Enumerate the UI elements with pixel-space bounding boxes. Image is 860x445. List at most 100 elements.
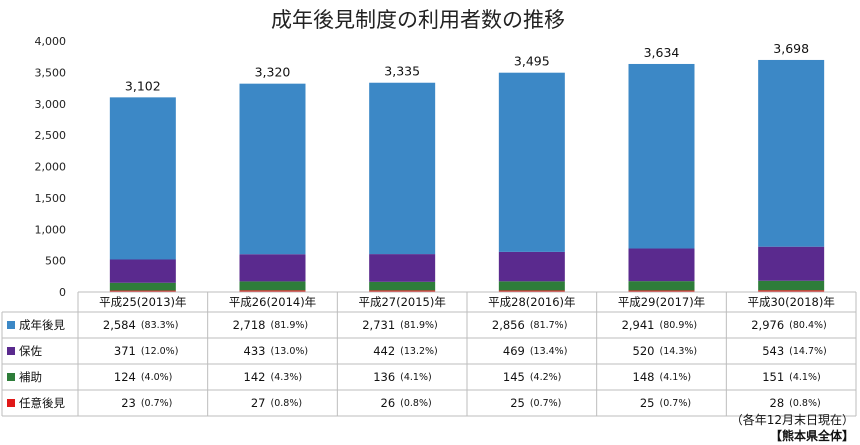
y-tick-label: 1,000 (35, 223, 67, 236)
y-tick-label: 3,500 (35, 66, 67, 79)
cell-percent: (0.7%) (660, 398, 692, 409)
bar-segment (758, 290, 825, 292)
cell-value: 136 (373, 370, 395, 384)
y-tick-label: 0 (59, 286, 66, 299)
cell-value: 151 (762, 370, 784, 384)
bar-segment (628, 281, 695, 291)
cell-value: 27 (251, 396, 266, 410)
cell-percent: (0.7%) (141, 398, 173, 409)
cell-percent: (0.7%) (530, 398, 562, 409)
cell-value: 469 (503, 344, 525, 358)
cell-value: 124 (114, 370, 136, 384)
cell-value: 28 (770, 396, 785, 410)
cell-value: 433 (244, 344, 266, 358)
bars (109, 59, 825, 292)
total-label: 3,495 (514, 54, 550, 69)
category-label: 平成25(2013)年 (99, 295, 186, 309)
cell-value: 543 (762, 344, 784, 358)
cell-value: 25 (510, 396, 525, 410)
cell-percent: (13.4%) (530, 346, 568, 357)
legend-swatch (7, 399, 15, 407)
total-label: 3,698 (773, 41, 809, 56)
legend-swatch (7, 347, 15, 355)
bar-segment (239, 281, 306, 291)
bar-segment (498, 290, 565, 292)
bar-segment (758, 280, 825, 291)
cell-percent: (12.0%) (141, 346, 179, 357)
total-labels: 3,102 3,320 3,335 3,495 3,634 3,698 (125, 41, 809, 93)
y-tick-label: 1,500 (35, 192, 67, 205)
note-region: 【熊本県全体】 (770, 428, 854, 443)
bar-segment (109, 259, 176, 283)
cell-percent: (80.4%) (789, 320, 827, 331)
bar-segment (109, 97, 176, 260)
cell-value: 26 (381, 396, 396, 410)
cell-value: 148 (633, 370, 655, 384)
bar-segment (109, 290, 176, 292)
cell-percent: (0.8%) (271, 398, 303, 409)
bar-segment (109, 282, 176, 291)
series-name: 保佐 (19, 344, 42, 358)
y-tick-label: 500 (45, 255, 66, 268)
bar-segment (628, 63, 695, 249)
cell-value: 2,731 (362, 318, 395, 332)
cell-value: 442 (373, 344, 395, 358)
cell-percent: (4.1%) (789, 372, 821, 383)
cell-percent: (4.2%) (530, 372, 562, 383)
cell-percent: (4.1%) (400, 372, 432, 383)
cell-percent: (4.1%) (660, 372, 692, 383)
bar-segment (628, 290, 695, 292)
total-label: 3,634 (644, 45, 680, 60)
category-label: 平成29(2017)年 (618, 295, 705, 309)
note-date: （各年12月末日現在） (731, 412, 854, 427)
category-label: 平成26(2014)年 (229, 295, 316, 309)
cell-value: 371 (114, 344, 136, 358)
cell-percent: (13.2%) (400, 346, 438, 357)
series-name: 任意後見 (19, 396, 65, 410)
y-tick-label: 3,000 (35, 98, 67, 111)
category-label: 平成27(2015)年 (358, 295, 445, 309)
bar-segment (369, 281, 436, 291)
bar-segment (498, 72, 565, 252)
cell-percent: (81.7%) (530, 320, 568, 331)
y-tick-label: 2,000 (35, 161, 67, 174)
bar-segment (498, 281, 565, 291)
data-table: 平成25(2013)年 平成26(2014)年 平成27(2015)年 平成28(20… (1, 291, 857, 417)
cell-percent: (81.9%) (271, 320, 309, 331)
category-label: 平成30(2018)年 (747, 295, 834, 309)
bar-segment (628, 248, 695, 282)
cell-percent: (81.9%) (400, 320, 438, 331)
total-label: 3,320 (255, 65, 291, 80)
y-axis: 0 500 1,000 1,500 2,000 2,500 3,000 3,500 4,000 (35, 35, 67, 299)
cell-percent: (4.3%) (271, 372, 303, 383)
cell-value: 520 (633, 344, 655, 358)
cell-percent: (0.8%) (789, 398, 821, 409)
bar-segment (239, 290, 306, 292)
y-tick-label: 2,500 (35, 129, 67, 142)
bar-segment (369, 254, 436, 282)
cell-value: 23 (121, 396, 136, 410)
series-name: 成年後見 (19, 318, 65, 332)
category-label: 平成28(2016)年 (488, 295, 575, 309)
legend-swatch (7, 373, 15, 381)
total-label: 3,102 (125, 78, 161, 93)
chart-title: 成年後見制度の利用者数の推移 (271, 8, 565, 32)
cell-value: 25 (640, 396, 655, 410)
y-tick-label: 4,000 (35, 35, 67, 48)
cell-value: 2,941 (622, 318, 655, 332)
series-name: 補助 (19, 370, 42, 384)
bar-segment (239, 254, 306, 282)
total-label: 3,335 (384, 64, 420, 79)
bar-segment (498, 251, 565, 282)
cell-percent: (80.9%) (660, 320, 698, 331)
cell-value: 2,856 (492, 318, 525, 332)
cell-value: 2,718 (233, 318, 266, 332)
cell-value: 2,976 (751, 318, 784, 332)
cell-value: 142 (244, 370, 266, 384)
bar-segment (758, 246, 825, 281)
cell-percent: (13.0%) (271, 346, 309, 357)
cell-percent: (4.0%) (141, 372, 173, 383)
bar-segment (239, 83, 306, 255)
cell-percent: (14.7%) (789, 346, 827, 357)
